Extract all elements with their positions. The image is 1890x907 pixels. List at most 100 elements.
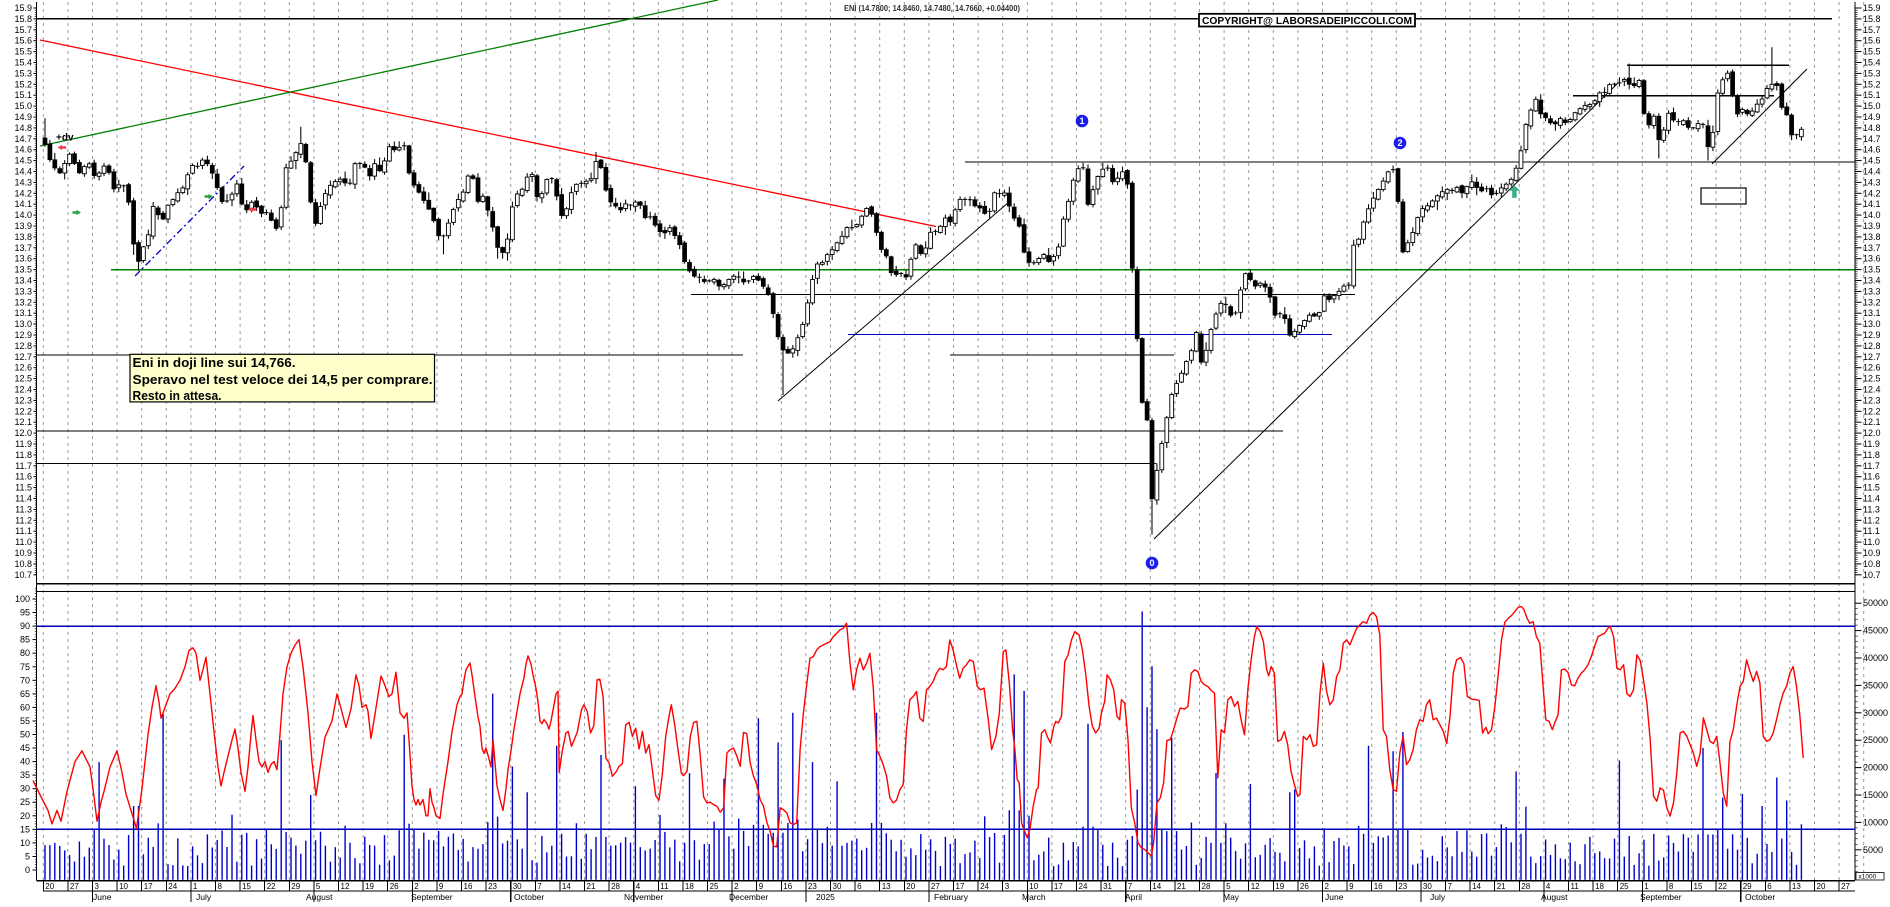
svg-text:2: 2 xyxy=(734,882,739,891)
svg-text:October: October xyxy=(1745,892,1775,902)
svg-text:May: May xyxy=(1223,892,1240,902)
svg-text:13.0: 13.0 xyxy=(14,319,32,329)
svg-text:15.2: 15.2 xyxy=(14,79,32,89)
svg-text:22: 22 xyxy=(267,882,276,891)
svg-text:September: September xyxy=(411,892,453,902)
svg-text:65: 65 xyxy=(20,689,30,699)
svg-text:75: 75 xyxy=(20,662,30,672)
svg-text:95: 95 xyxy=(20,608,30,618)
svg-text:14.6: 14.6 xyxy=(1863,145,1881,155)
svg-text:1: 1 xyxy=(1079,116,1084,126)
svg-text:2025: 2025 xyxy=(816,892,835,902)
svg-text:23: 23 xyxy=(808,882,817,891)
svg-text:16: 16 xyxy=(783,882,792,891)
svg-text:60: 60 xyxy=(20,702,30,712)
svg-text:55: 55 xyxy=(20,716,30,726)
svg-text:30000: 30000 xyxy=(1863,708,1888,718)
svg-text:15: 15 xyxy=(20,824,30,834)
svg-text:13.8: 13.8 xyxy=(14,232,32,242)
svg-text:10.8: 10.8 xyxy=(14,559,32,569)
svg-text:14: 14 xyxy=(1472,882,1481,891)
svg-text:14.9: 14.9 xyxy=(1863,112,1881,122)
svg-text:12.6: 12.6 xyxy=(1863,363,1881,373)
svg-text:July: July xyxy=(1430,892,1446,902)
svg-text:13.6: 13.6 xyxy=(1863,254,1881,264)
svg-text:2: 2 xyxy=(414,882,419,891)
svg-text:50: 50 xyxy=(20,730,30,740)
svg-text:14.5: 14.5 xyxy=(1863,156,1881,166)
svg-text:13.1: 13.1 xyxy=(14,308,32,318)
svg-text:45000: 45000 xyxy=(1863,626,1888,636)
svg-text:0: 0 xyxy=(1149,558,1154,568)
svg-text:11.8: 11.8 xyxy=(15,450,32,460)
svg-text:14.4: 14.4 xyxy=(1863,167,1881,177)
svg-text:Resto in attesa.: Resto in attesa. xyxy=(133,388,222,403)
svg-text:11.9: 11.9 xyxy=(15,439,32,449)
svg-text:29: 29 xyxy=(1743,882,1752,891)
svg-text:23: 23 xyxy=(488,882,497,891)
svg-text:11: 11 xyxy=(1571,882,1580,891)
svg-text:13.2: 13.2 xyxy=(14,297,32,307)
svg-text:12: 12 xyxy=(341,882,350,891)
svg-text:25: 25 xyxy=(1620,882,1629,891)
svg-text:100: 100 xyxy=(15,594,30,604)
svg-text:26: 26 xyxy=(1300,882,1309,891)
svg-text:12.3: 12.3 xyxy=(1863,395,1881,405)
svg-text:10: 10 xyxy=(1029,882,1038,891)
svg-text:10000: 10000 xyxy=(1863,817,1888,827)
svg-text:12.8: 12.8 xyxy=(1863,341,1881,351)
svg-text:December: December xyxy=(729,892,768,902)
svg-text:15.3: 15.3 xyxy=(1863,68,1881,78)
svg-text:14.7: 14.7 xyxy=(14,134,32,144)
svg-text:13: 13 xyxy=(1792,882,1801,891)
svg-text:12.9: 12.9 xyxy=(14,330,32,340)
svg-text:20000: 20000 xyxy=(1863,763,1888,773)
svg-text:20: 20 xyxy=(906,882,915,891)
svg-text:8: 8 xyxy=(1669,882,1674,891)
svg-text:26: 26 xyxy=(390,882,399,891)
svg-text:4: 4 xyxy=(636,882,641,891)
svg-text:25000: 25000 xyxy=(1863,735,1888,745)
svg-text:13.8: 13.8 xyxy=(1863,232,1881,242)
svg-text:9: 9 xyxy=(1349,882,1354,891)
svg-text:14.3: 14.3 xyxy=(1863,177,1881,187)
svg-text:12.0: 12.0 xyxy=(1863,428,1881,438)
svg-text:15000: 15000 xyxy=(1863,790,1888,800)
svg-text:28: 28 xyxy=(1202,882,1211,891)
svg-text:14.1: 14.1 xyxy=(1863,199,1881,209)
svg-text:19: 19 xyxy=(1275,882,1284,891)
svg-text:13.1: 13.1 xyxy=(1863,308,1881,318)
svg-text:35000: 35000 xyxy=(1863,680,1888,690)
svg-text:29: 29 xyxy=(291,882,300,891)
svg-text:12.6: 12.6 xyxy=(14,363,32,373)
svg-text:11.7: 11.7 xyxy=(1863,461,1880,471)
svg-text:2: 2 xyxy=(1325,882,1330,891)
svg-text:27: 27 xyxy=(1841,882,1850,891)
svg-text:28: 28 xyxy=(1521,882,1530,891)
svg-text:12.2: 12.2 xyxy=(1863,406,1881,416)
svg-text:12.5: 12.5 xyxy=(14,374,32,384)
svg-text:30: 30 xyxy=(833,882,842,891)
svg-text:24: 24 xyxy=(168,882,177,891)
svg-text:13.0: 13.0 xyxy=(1863,319,1881,329)
svg-text:15: 15 xyxy=(1694,882,1703,891)
svg-text:45: 45 xyxy=(20,743,30,753)
svg-text:8: 8 xyxy=(218,882,223,891)
svg-text:13.5: 13.5 xyxy=(14,265,32,275)
svg-text:40000: 40000 xyxy=(1863,653,1888,663)
svg-text:11.2: 11.2 xyxy=(15,515,32,525)
svg-text:x1000: x1000 xyxy=(1859,874,1877,881)
svg-text:March: March xyxy=(1022,892,1046,902)
svg-text:15.4: 15.4 xyxy=(1863,58,1881,68)
svg-text:11.0: 11.0 xyxy=(15,537,32,547)
svg-text:12.9: 12.9 xyxy=(1863,330,1881,340)
svg-text:23: 23 xyxy=(1398,882,1407,891)
svg-text:5: 5 xyxy=(316,882,321,891)
svg-text:7: 7 xyxy=(537,882,542,891)
svg-text:40: 40 xyxy=(20,757,30,767)
svg-text:0: 0 xyxy=(25,865,30,875)
svg-text:13.4: 13.4 xyxy=(14,276,32,286)
svg-text:June: June xyxy=(93,892,112,902)
svg-text:30: 30 xyxy=(513,882,522,891)
svg-text:15.6: 15.6 xyxy=(1863,36,1881,46)
